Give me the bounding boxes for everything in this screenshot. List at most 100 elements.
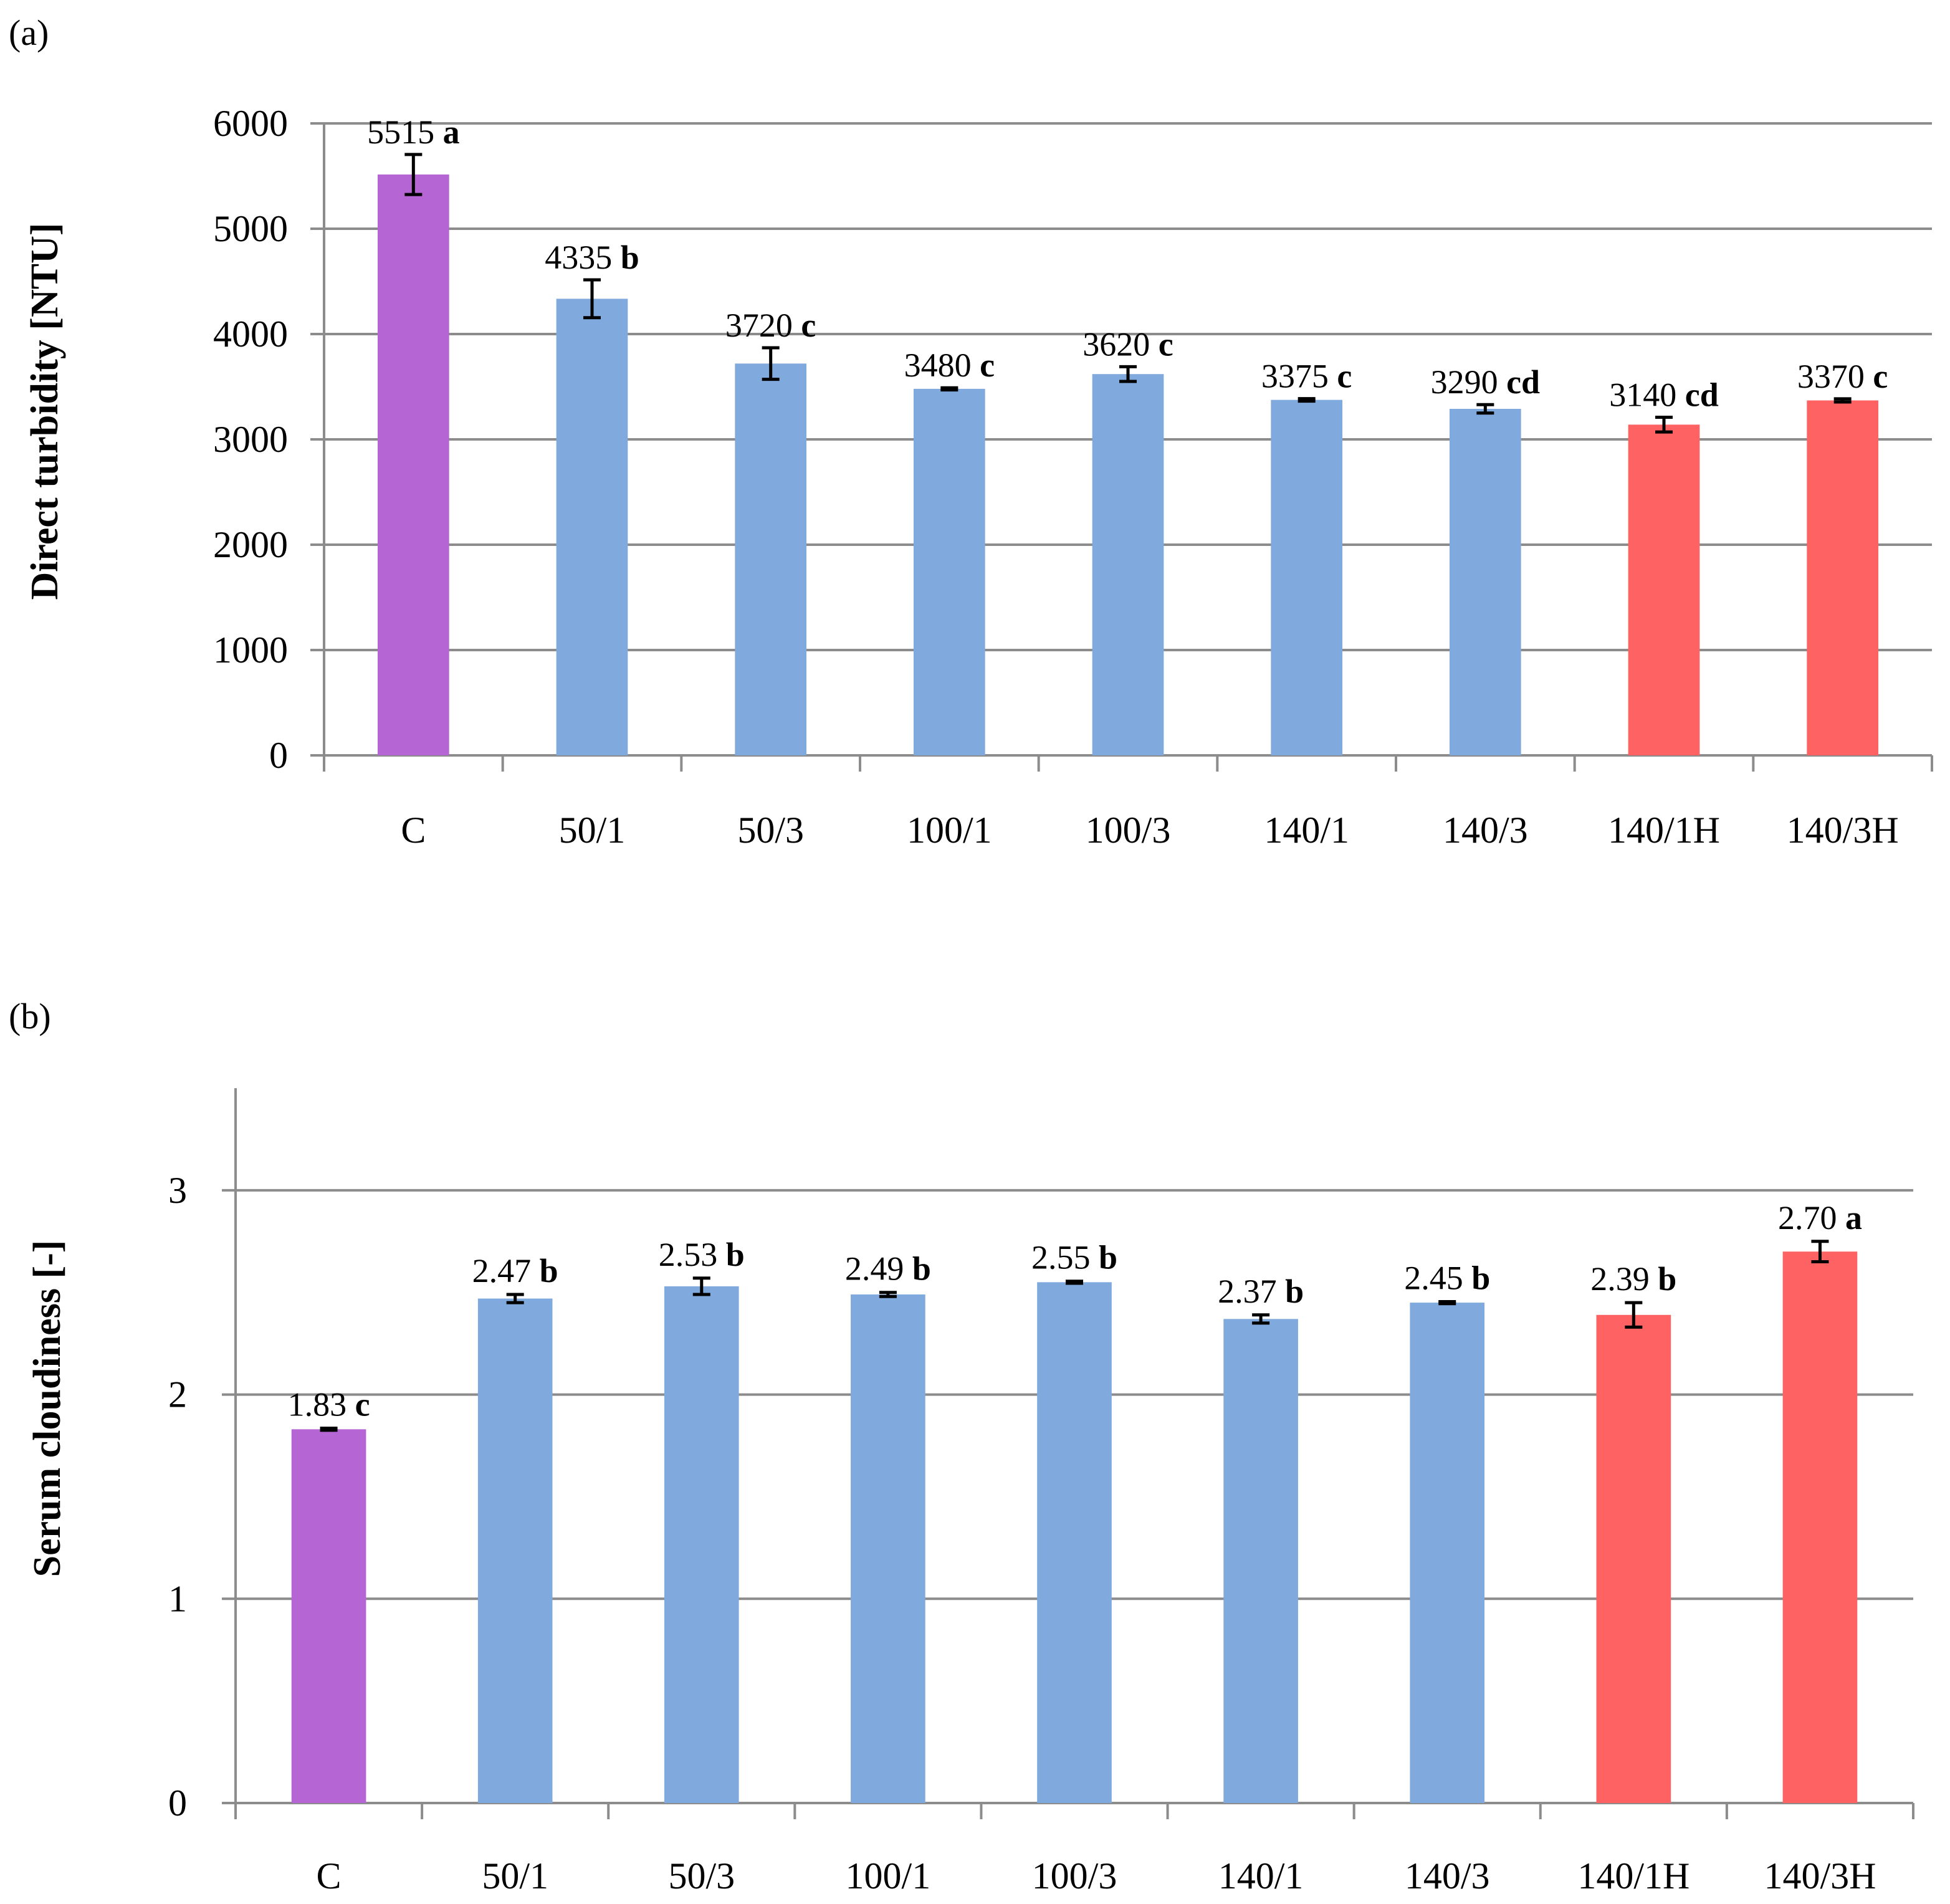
significance-letter: a <box>1845 1199 1862 1237</box>
bar-50/3 <box>735 363 806 755</box>
x-tick-label: 100/1 <box>846 1855 931 1897</box>
bar-140/3H <box>1782 1251 1858 1803</box>
x-tick-label: C <box>401 810 426 851</box>
y-tick-label: 0 <box>168 1782 187 1824</box>
data-value: 5515 <box>367 113 443 151</box>
bar-C <box>291 1429 366 1803</box>
significance-letter: cd <box>1506 363 1540 401</box>
bar-50/1 <box>477 1298 553 1803</box>
x-tick-label: 100/1 <box>907 810 992 851</box>
x-tick-label: 50/3 <box>668 1855 735 1897</box>
x-tick-label: 140/1H <box>1608 810 1720 851</box>
data-label: 3620 c <box>1083 325 1173 363</box>
bar-50/3 <box>664 1286 739 1803</box>
bar-140/1H <box>1628 424 1700 755</box>
data-value: 3375 <box>1261 358 1337 395</box>
y-tick-label: 6000 <box>213 103 288 144</box>
data-label: 3720 c <box>725 307 816 344</box>
bar-100/3 <box>1037 1282 1112 1803</box>
significance-letter: c <box>355 1386 370 1423</box>
x-tick-label: 50/3 <box>737 810 804 851</box>
x-tick-label: 140/3H <box>1764 1855 1876 1897</box>
data-label: 2.53 b <box>659 1236 745 1273</box>
bar-140/1 <box>1271 399 1342 755</box>
data-value: 2.70 <box>1778 1199 1845 1237</box>
significance-letter: c <box>801 307 816 344</box>
significance-letter: b <box>540 1252 558 1289</box>
data-label: 3480 c <box>904 347 995 384</box>
x-tick-label: 100/3 <box>1086 810 1171 851</box>
data-value: 3480 <box>904 347 980 384</box>
data-value: 2.39 <box>1590 1260 1658 1298</box>
bar-100/3 <box>1092 374 1164 755</box>
y-tick-label: 3 <box>168 1170 187 1211</box>
data-label: 1.83 c <box>288 1386 370 1423</box>
significance-letter: b <box>912 1250 931 1288</box>
data-value: 2.37 <box>1218 1273 1285 1310</box>
data-value: 2.47 <box>472 1252 540 1289</box>
x-tick-label: C <box>317 1855 342 1897</box>
y-axis-label: Serum cloudiness [-] <box>26 1240 69 1577</box>
data-value: 3620 <box>1083 325 1159 363</box>
y-axis-label: Direct turbidity [NTU] <box>24 223 66 600</box>
bar-140/3 <box>1450 408 1521 755</box>
x-tick-label: 140/3H <box>1787 810 1899 851</box>
x-tick-label: 50/1 <box>482 1855 548 1897</box>
data-label: 3375 c <box>1261 358 1352 395</box>
data-value: 2.55 <box>1031 1239 1099 1276</box>
data-label: 4335 b <box>545 239 639 276</box>
data-label: 2.47 b <box>472 1252 558 1289</box>
significance-letter: b <box>726 1236 745 1273</box>
x-tick-label: 140/1 <box>1264 810 1349 851</box>
x-tick-label: 140/1H <box>1577 1855 1690 1897</box>
significance-letter: c <box>1337 358 1352 395</box>
significance-letter: c <box>1873 358 1888 395</box>
data-label: 2.70 a <box>1778 1199 1862 1237</box>
chart-panel-b: (b) Serum cloudiness [-] 0 1 2 3 1.83 c C 2.47 b… <box>9 996 1914 1897</box>
bar-140/1H <box>1596 1314 1671 1803</box>
x-tick-label: 140/3 <box>1443 810 1528 851</box>
data-value: 2.49 <box>845 1250 912 1288</box>
significance-letter: b <box>1285 1273 1304 1310</box>
bar-140/3H <box>1807 400 1878 755</box>
x-tick-label: 140/3 <box>1405 1855 1490 1897</box>
bar-C <box>378 174 449 756</box>
significance-letter: b <box>1471 1259 1490 1296</box>
x-tick-label: 100/3 <box>1032 1855 1117 1897</box>
significance-letter: b <box>1099 1239 1117 1276</box>
data-label: 3290 cd <box>1431 363 1541 401</box>
data-value: 3370 <box>1797 358 1873 395</box>
bar-50/1 <box>556 299 628 755</box>
significance-letter: c <box>1159 325 1173 363</box>
x-tick-label: 50/1 <box>559 810 626 851</box>
data-label: 3140 cd <box>1609 376 1719 414</box>
y-tick-label: 1 <box>168 1578 187 1619</box>
data-value: 2.45 <box>1404 1259 1471 1296</box>
data-label: 2.49 b <box>845 1250 931 1288</box>
significance-letter: c <box>980 347 995 384</box>
data-value: 3140 <box>1609 376 1685 414</box>
data-value: 3720 <box>725 307 801 344</box>
y-tick-label: 5000 <box>213 208 288 249</box>
bar-100/1 <box>914 388 985 755</box>
bar-140/1 <box>1223 1319 1298 1803</box>
y-tick-label: 4000 <box>213 313 288 355</box>
significance-letter: cd <box>1685 376 1719 414</box>
y-tick-label: 2000 <box>213 524 288 565</box>
bar-100/1 <box>851 1294 925 1803</box>
y-tick-label: 2 <box>168 1374 187 1415</box>
data-label: 5515 a <box>367 113 460 151</box>
x-tick-label: 140/1 <box>1218 1855 1304 1897</box>
data-value: 4335 <box>545 239 621 276</box>
panel-label: (a) <box>9 12 49 53</box>
y-tick-label: 3000 <box>213 419 288 460</box>
data-label: 3370 c <box>1797 358 1888 395</box>
data-label: 2.37 b <box>1218 1273 1304 1310</box>
data-label: 2.55 b <box>1031 1239 1117 1276</box>
y-tick-label: 0 <box>269 735 288 776</box>
data-label: 2.45 b <box>1404 1259 1490 1296</box>
data-value: 3290 <box>1431 363 1507 401</box>
panel-label: (b) <box>9 996 51 1036</box>
significance-letter: b <box>1658 1260 1676 1298</box>
